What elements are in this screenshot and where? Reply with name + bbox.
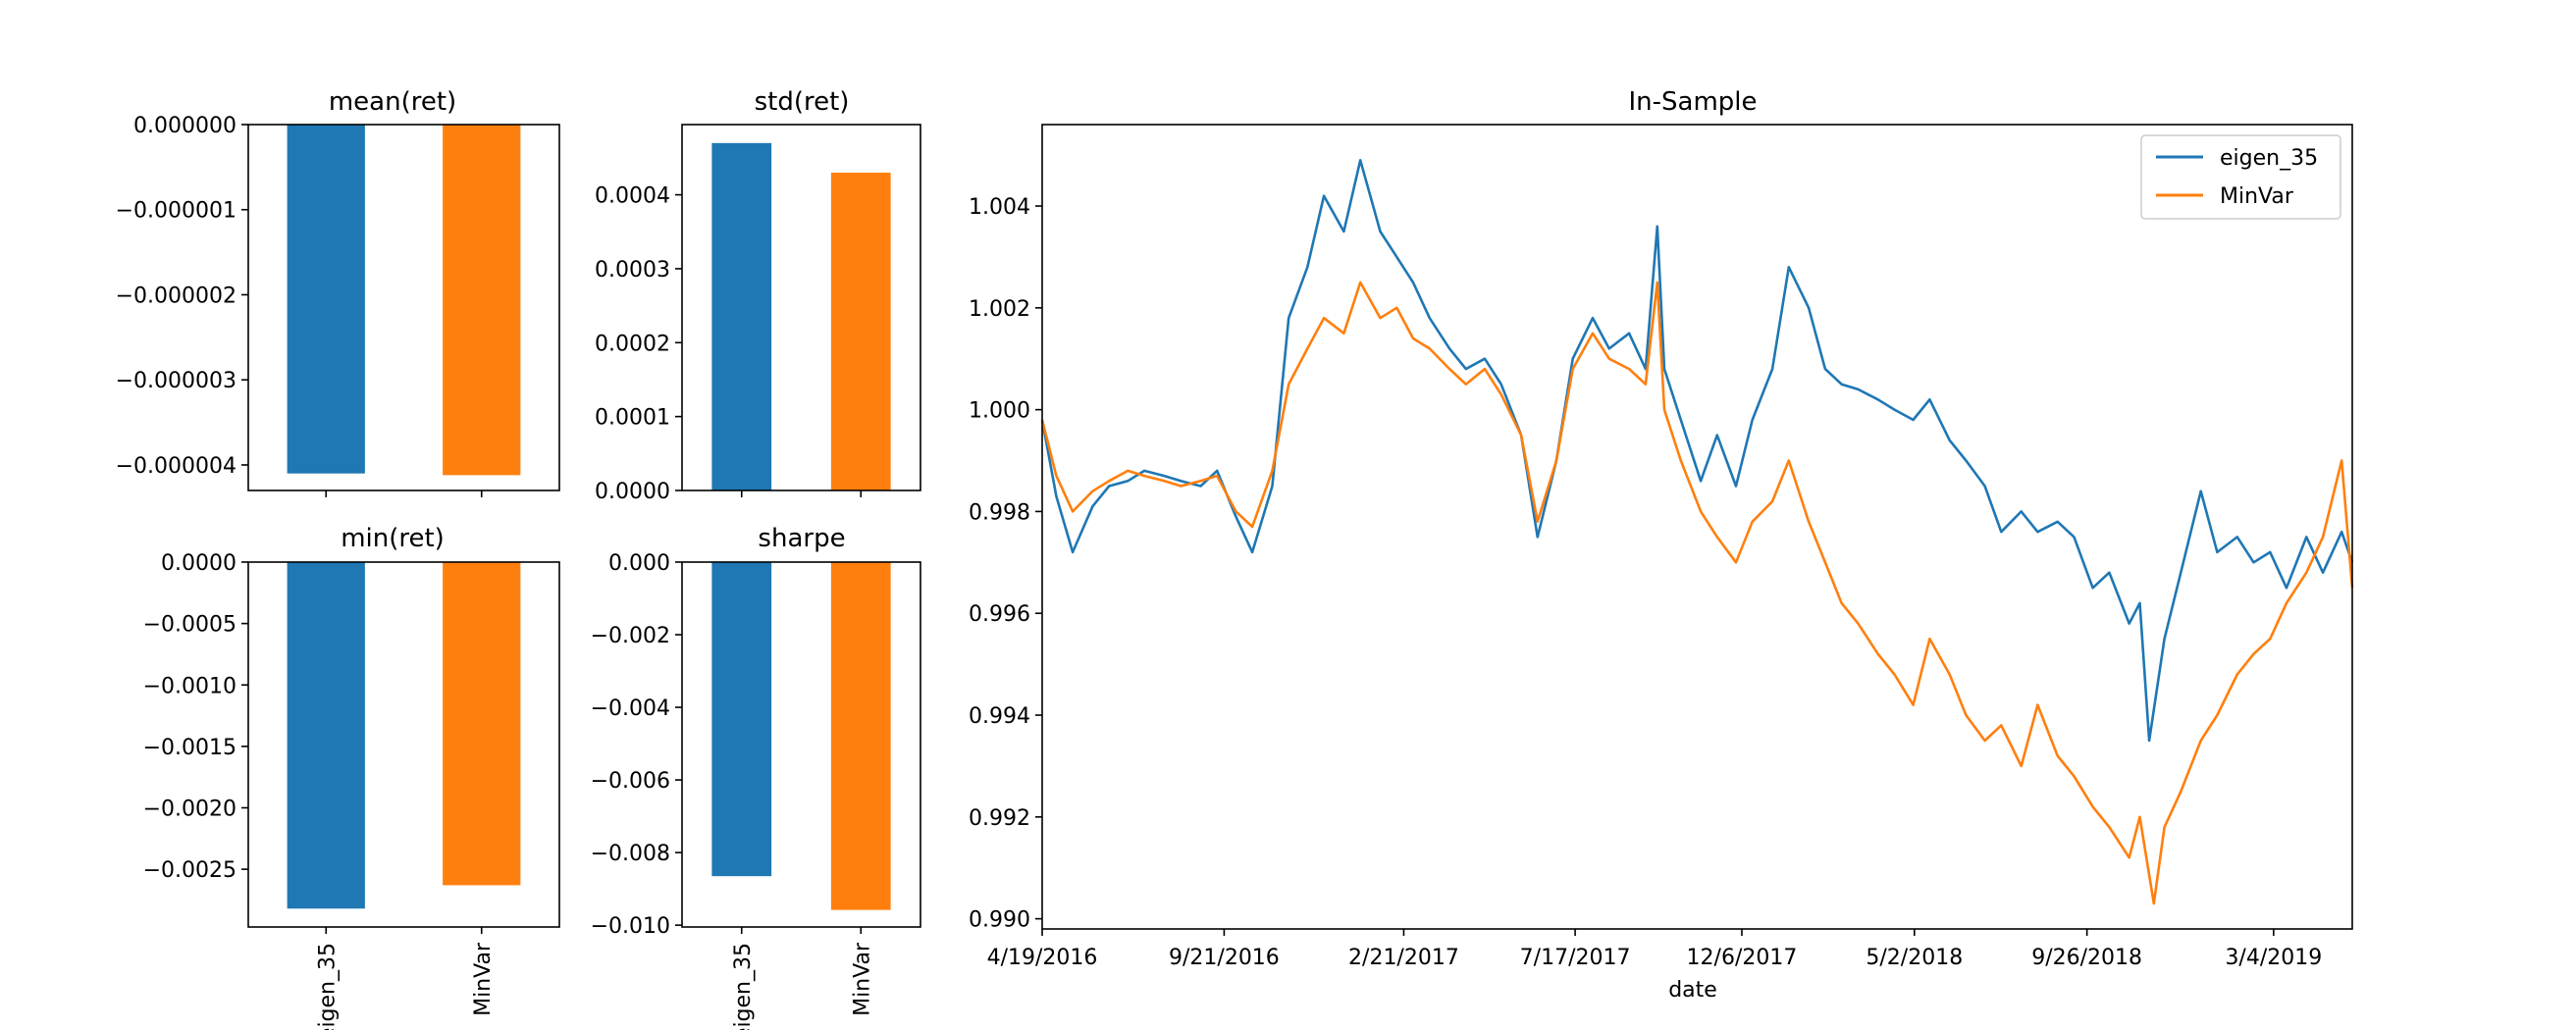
y-tick-label: 0.0000 <box>161 551 237 576</box>
y-tick-label: −0.0020 <box>143 798 237 822</box>
y-tick-label: −0.000003 <box>116 369 237 393</box>
y-tick-label: −0.002 <box>591 624 670 648</box>
y-tick-label: 0.0000 <box>595 480 670 504</box>
y-tick-label: 1.000 <box>969 399 1030 424</box>
x-tick-label: 4/19/2016 <box>987 946 1098 970</box>
y-tick-label: −0.000002 <box>116 283 237 308</box>
in-sample-panel: In-Sample 0.990 0.992 0.994 0.996 0.998 1.000… <box>969 87 2354 1003</box>
in-sample-title: In-Sample <box>1628 87 1757 117</box>
mean-ret-title: mean(ret) <box>329 87 456 117</box>
y-tick-label: −0.0025 <box>143 858 237 883</box>
sharpe-panel: sharpe 0.000 −0.002 −0.004 −0.006 −0.008 −0.0… <box>591 524 921 1030</box>
bar-minvar <box>830 172 891 490</box>
plot-frame <box>681 124 921 491</box>
series-line-eigen-35 <box>1040 159 2354 743</box>
y-tick-label: −0.0015 <box>143 736 237 760</box>
y-tick-label: 0.0002 <box>595 332 670 356</box>
series-line-minvar <box>1040 281 2354 905</box>
x-tick-label: eigen_35 <box>731 943 756 1030</box>
y-tick-label: −0.000004 <box>116 454 237 479</box>
y-tick-label: 0.0004 <box>595 184 670 209</box>
y-tick-label: −0.004 <box>591 696 670 721</box>
x-tick-label: MinVar <box>471 942 496 1016</box>
y-tick-label: −0.000001 <box>116 199 237 224</box>
y-tick-label: −0.0005 <box>143 613 237 638</box>
y-tick-label: 0.000 <box>608 551 670 576</box>
x-tick-label: eigen_35 <box>315 943 340 1030</box>
x-tick-label: 5/2/2018 <box>1866 946 1963 970</box>
in-sample-plot: 0.990 0.992 0.994 0.996 0.998 1.000 1.002 1.004… <box>969 124 2354 970</box>
y-tick-label: 0.0001 <box>595 406 670 431</box>
x-tick-label: MinVar <box>850 942 874 1016</box>
plot-frame <box>247 561 560 928</box>
y-tick-label: −0.006 <box>591 769 670 794</box>
std-ret-panel: std(ret) 0.0000 0.0001 0.0002 0.0003 0.0004 <box>595 87 921 504</box>
y-tick-label: −0.008 <box>591 842 670 866</box>
legend-label-minvar: MinVar <box>2220 184 2294 209</box>
bar-eigen-35 <box>287 125 365 474</box>
y-tick-label: −0.0010 <box>143 674 237 698</box>
x-tick-label: 9/21/2016 <box>1169 946 1280 970</box>
legend-label-eigen-35: eigen_35 <box>2220 146 2318 171</box>
x-axis-label: date <box>1668 978 1717 1003</box>
plot-frame <box>247 124 560 491</box>
x-tick-label: 7/17/2017 <box>1520 946 1631 970</box>
y-tick-label: 1.004 <box>969 195 1030 220</box>
y-tick-label: 1.002 <box>969 297 1030 322</box>
legend: eigen_35 MinVar <box>2140 134 2341 220</box>
std-ret-plot: 0.0000 0.0001 0.0002 0.0003 0.0004 <box>595 124 921 504</box>
y-tick-label: −0.010 <box>591 914 670 939</box>
sharpe-plot: 0.000 −0.002 −0.004 −0.006 −0.008 −0.010 eigen… <box>591 551 921 1030</box>
y-tick-label: 0.996 <box>969 602 1030 627</box>
plot-frame <box>1041 124 2353 930</box>
x-tick-label: 12/6/2017 <box>1687 946 1798 970</box>
bar-eigen-35 <box>711 142 772 490</box>
y-tick-label: 0.000000 <box>133 114 237 138</box>
bar-minvar <box>443 125 521 476</box>
bar-minvar <box>443 562 521 886</box>
bar-minvar <box>830 562 891 910</box>
min-ret-title: min(ret) <box>341 524 445 553</box>
mean-ret-plot: 0.000000 −0.000001 −0.000002 −0.000003 −0.00… <box>116 114 560 497</box>
std-ret-title: std(ret) <box>755 87 850 117</box>
min-ret-plot: 0.0000 −0.0005 −0.0010 −0.0015 −0.0020 −0.002… <box>143 551 560 1030</box>
mean-ret-panel: mean(ret) 0.000000 −0.000001 −0.000002 −0.0… <box>116 87 560 497</box>
plot-frame <box>681 561 921 928</box>
x-tick-label: 3/4/2019 <box>2225 946 2322 970</box>
y-tick-label: 0.994 <box>969 704 1030 729</box>
sharpe-title: sharpe <box>758 524 845 553</box>
y-tick-label: 0.992 <box>969 806 1030 831</box>
x-tick-label: 2/21/2017 <box>1348 946 1459 970</box>
x-tick-label: 9/26/2018 <box>2031 946 2142 970</box>
y-tick-label: 0.0003 <box>595 258 670 283</box>
bar-eigen-35 <box>711 562 772 877</box>
min-ret-panel: min(ret) 0.0000 −0.0005 −0.0010 −0.0015 −0.0… <box>143 524 560 1030</box>
y-tick-label: 0.990 <box>969 908 1030 933</box>
bar-eigen-35 <box>287 562 365 909</box>
y-tick-label: 0.998 <box>969 500 1030 525</box>
